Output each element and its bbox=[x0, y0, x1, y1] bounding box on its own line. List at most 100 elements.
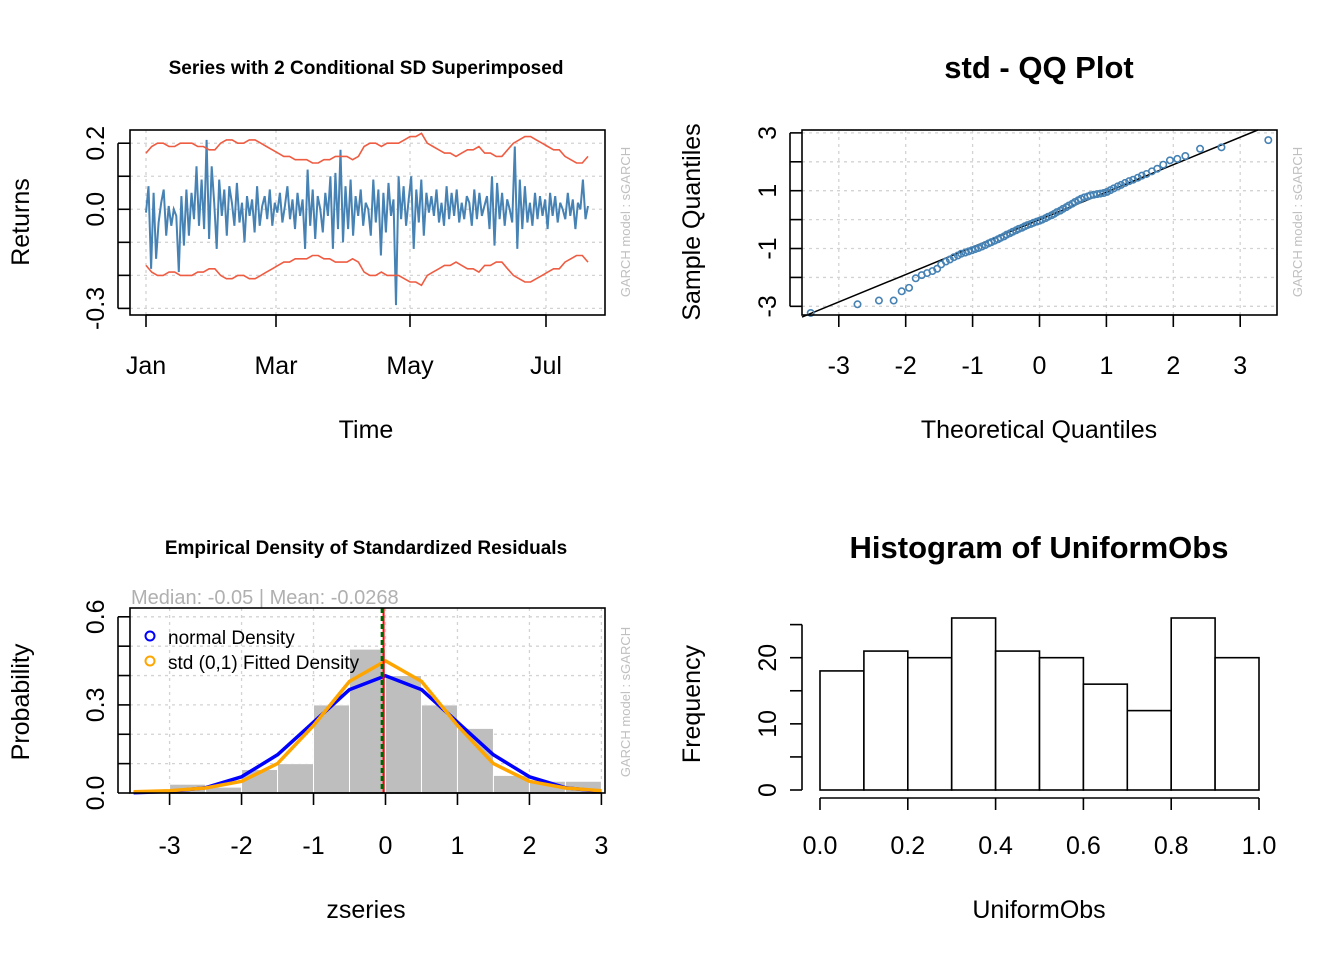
uniform-histogram-bar bbox=[1038, 656, 1085, 791]
legend-marker-fitted bbox=[144, 655, 156, 667]
density-y-tick-label: 0.0 bbox=[82, 776, 110, 811]
qq-point bbox=[1109, 184, 1118, 193]
uniform-y-tick-label: 0 bbox=[754, 783, 782, 797]
qq-point bbox=[1121, 178, 1130, 187]
qq-x-tick-label: 1 bbox=[1099, 352, 1113, 380]
qq-y-tick-label: -3 bbox=[754, 295, 782, 317]
density-x-tick-label: 2 bbox=[522, 832, 536, 860]
uniform-histogram-bar bbox=[950, 617, 997, 791]
qq-point bbox=[949, 253, 958, 262]
qq-point bbox=[1196, 144, 1205, 153]
returns-x-tick-label: May bbox=[386, 352, 434, 380]
uniform-x-tick-label: 0.2 bbox=[890, 832, 925, 860]
qq-point bbox=[1133, 173, 1142, 182]
uniform-histogram-bar bbox=[1082, 683, 1129, 791]
legend-label-normal: normal Density bbox=[168, 628, 295, 649]
uniform-histogram-bar bbox=[1126, 709, 1173, 791]
qq-point bbox=[1153, 164, 1162, 173]
fitted-density-line bbox=[133, 659, 602, 794]
returns-x-tick-label: Mar bbox=[254, 352, 297, 380]
returns-chart-title: Series with 2 Conditional SD Superimpose… bbox=[169, 58, 564, 79]
qq-y-tick-label: 3 bbox=[754, 126, 782, 140]
qq-panel: std - QQ Plot -3 -2 -1 0 1 2 3 -3 -1 1 3 Theoretic… bbox=[678, 50, 1305, 444]
density-x-tick-label: 3 bbox=[594, 832, 608, 860]
qq-point bbox=[889, 296, 898, 305]
qq-y-tick-label: 1 bbox=[754, 184, 782, 198]
qq-y-axis-label: Sample Quantiles bbox=[678, 123, 706, 320]
density-legend: normal Density std (0,1) Fitted Density bbox=[144, 628, 360, 674]
returns-series-line-lower_2sd bbox=[145, 254, 589, 287]
qq-point bbox=[933, 264, 942, 273]
qq-point bbox=[905, 283, 914, 292]
density-histogram-bar bbox=[277, 763, 315, 794]
legend-marker-normal bbox=[144, 630, 156, 642]
returns-y-tick-label: 0.2 bbox=[82, 126, 110, 161]
uniform-histogram-bar bbox=[819, 670, 865, 791]
uniform-histogram-bar bbox=[906, 656, 953, 791]
qq-point bbox=[1129, 175, 1138, 184]
uniform-histogram-bar bbox=[994, 650, 1041, 791]
returns-x-tick-label: Jul bbox=[530, 352, 562, 380]
density-x-tick-label: 0 bbox=[379, 832, 393, 860]
qq-point bbox=[806, 308, 815, 317]
qq-x-tick-label: 2 bbox=[1166, 352, 1180, 380]
qq-point bbox=[1181, 152, 1190, 161]
qq-point bbox=[1117, 180, 1126, 189]
returns-series-line-returns bbox=[145, 139, 589, 306]
qq-point bbox=[1173, 154, 1182, 163]
qq-point bbox=[1165, 156, 1174, 165]
qq-x-axis-label: Theoretical Quantiles bbox=[921, 416, 1157, 444]
returns-y-tick-label: -0.3 bbox=[82, 287, 110, 330]
density-x-axis-label: zseries bbox=[326, 896, 405, 924]
qq-point bbox=[911, 274, 920, 283]
qq-point bbox=[1137, 171, 1146, 180]
density-x-tick-label: -3 bbox=[158, 832, 180, 860]
uniform-histogram-bar bbox=[1170, 617, 1216, 791]
qq-y-tick-label: -1 bbox=[754, 237, 782, 259]
qq-x-tick-label: -1 bbox=[961, 352, 983, 380]
uniform-histogram-bar bbox=[1214, 656, 1260, 791]
density-x-tick-label: 1 bbox=[451, 832, 465, 860]
qq-point bbox=[945, 255, 954, 264]
density-y-tick-label: 0.3 bbox=[82, 688, 110, 723]
density-y-tick-label: 0.6 bbox=[82, 599, 110, 634]
qq-point bbox=[1264, 136, 1273, 145]
uniform-x-tick-label: 0.6 bbox=[1066, 832, 1101, 860]
qq-chart-title: std - QQ Plot bbox=[944, 50, 1133, 85]
returns-x-tick-label: Jan bbox=[126, 352, 166, 380]
density-panel: Empirical Density of Standardized Residu… bbox=[7, 538, 633, 924]
returns-x-axis-label: Time bbox=[339, 416, 394, 444]
density-x-tick-label: -1 bbox=[302, 832, 324, 860]
density-y-axis-label: Probability bbox=[7, 643, 35, 760]
uniform-y-tick-label: 10 bbox=[754, 710, 782, 738]
legend-label-fitted: std (0,1) Fitted Density bbox=[168, 653, 360, 674]
uniform-y-axis-label: Frequency bbox=[678, 644, 706, 763]
density-annotation: Median: -0.05 | Mean: -0.0268 bbox=[131, 587, 399, 609]
returns-y-axis-label: Returns bbox=[7, 178, 35, 266]
returns-side-note: GARCH model : sGARCH bbox=[618, 147, 633, 297]
uniform-histogram-bar bbox=[863, 650, 909, 791]
returns-series-line-upper_2sd bbox=[145, 132, 589, 164]
uniform-x-axis-label: UniformObs bbox=[972, 896, 1105, 924]
density-chart-title: Empirical Density of Standardized Residu… bbox=[165, 538, 567, 559]
qq-x-tick-label: -2 bbox=[895, 352, 917, 380]
returns-y-tick-label: 0.0 bbox=[82, 192, 110, 227]
qq-point bbox=[897, 287, 906, 296]
uniform-hist-panel: Histogram of UniformObs 0.0 0.2 0.4 0.6 0.8 1… bbox=[678, 530, 1276, 924]
returns-panel: Series with 2 Conditional SD Superimpose… bbox=[7, 58, 633, 444]
qq-x-tick-label: 3 bbox=[1233, 352, 1247, 380]
qq-side-note: GARCH model : sGARCH bbox=[1290, 147, 1305, 297]
qq-point bbox=[1217, 143, 1226, 152]
uniform-x-tick-label: 0.0 bbox=[803, 832, 838, 860]
qq-point bbox=[1159, 160, 1168, 169]
qq-point bbox=[957, 249, 966, 258]
uniform-x-tick-label: 0.8 bbox=[1154, 832, 1189, 860]
uniform-chart-title: Histogram of UniformObs bbox=[850, 530, 1229, 565]
uniform-x-tick-label: 0.4 bbox=[978, 832, 1013, 860]
qq-x-tick-label: -3 bbox=[828, 352, 850, 380]
density-histogram-bar bbox=[384, 675, 422, 794]
qq-point bbox=[874, 296, 883, 305]
qq-point bbox=[941, 257, 950, 266]
returns-plot-box bbox=[129, 129, 606, 316]
